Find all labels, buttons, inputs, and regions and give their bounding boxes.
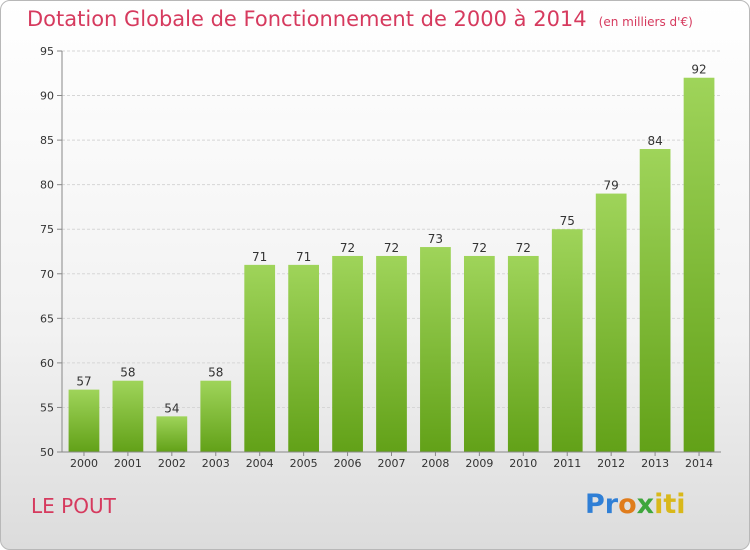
- bar: [244, 264, 276, 452]
- y-tick-label: 85: [40, 134, 54, 147]
- bar-value-label: 58: [208, 366, 223, 380]
- y-tick-label: 70: [40, 268, 54, 281]
- y-tick-label: 60: [40, 357, 54, 370]
- x-tick-label: 2005: [290, 457, 318, 470]
- x-tick-label: 2001: [114, 457, 142, 470]
- bar-value-label: 71: [296, 250, 311, 264]
- bar-value-label: 72: [384, 241, 399, 255]
- y-tick-label: 65: [40, 312, 54, 325]
- commune-name: LE POUT: [31, 494, 116, 518]
- y-tick-label: 75: [40, 223, 54, 236]
- labels: 50 55 60 65 70 75 80 85 90 95 57 2000 58 2001 54 2002 58…: [40, 45, 713, 470]
- axes: [57, 50, 721, 456]
- x-tick-label: 2008: [421, 457, 449, 470]
- bar: [683, 77, 715, 452]
- y-tick-label: 55: [40, 401, 54, 414]
- x-tick-label: 2004: [246, 457, 274, 470]
- bar-value-label: 72: [516, 241, 531, 255]
- x-tick-label: 2003: [202, 457, 230, 470]
- y-tick-label: 95: [40, 45, 54, 58]
- proxiti-logo: Proxiti: [585, 489, 686, 520]
- bar: [156, 416, 188, 452]
- bar-value-label: 75: [560, 214, 575, 228]
- x-tick-label: 2007: [378, 457, 406, 470]
- x-tick-label: 2000: [70, 457, 98, 470]
- bar: [376, 255, 407, 452]
- chart-unit: (en milliers d'€): [598, 15, 693, 29]
- bar: [200, 380, 232, 452]
- bar-value-label: 57: [76, 375, 91, 389]
- bar: [551, 229, 583, 452]
- logo-part-4: iti: [654, 489, 686, 520]
- y-tick-label: 50: [40, 446, 54, 459]
- bar: [112, 380, 144, 452]
- bars: [68, 77, 715, 453]
- bar: [639, 149, 671, 452]
- chart-title: Dotation Globale de Fonctionnement de 20…: [27, 7, 693, 31]
- bar: [463, 255, 495, 452]
- bar: [332, 255, 363, 452]
- y-tick-label: 90: [40, 90, 54, 103]
- chart-title-text: Dotation Globale de Fonctionnement de 20…: [27, 7, 587, 31]
- x-tick-label: 2014: [685, 457, 713, 470]
- bar-value-label: 71: [252, 250, 267, 264]
- bar: [68, 389, 100, 452]
- x-tick-label: 2011: [553, 457, 581, 470]
- logo-part-2: o: [618, 489, 637, 520]
- bar-value-label: 79: [604, 179, 619, 193]
- bar: [288, 264, 320, 452]
- bar-value-label: 72: [340, 241, 355, 255]
- bar: [507, 255, 539, 452]
- bar-value-label: 72: [472, 241, 487, 255]
- bar: [420, 247, 451, 452]
- bar-value-label: 54: [164, 401, 179, 415]
- bar-value-label: 73: [428, 232, 443, 246]
- bar-value-label: 84: [647, 134, 662, 148]
- bar: [595, 193, 627, 453]
- bar-value-label: 58: [120, 366, 135, 380]
- logo-part-3: x: [636, 489, 655, 520]
- y-tick-label: 80: [40, 179, 54, 192]
- logo-part-1: Pr: [585, 489, 619, 520]
- x-tick-label: 2013: [641, 457, 669, 470]
- x-tick-label: 2009: [465, 457, 493, 470]
- x-tick-label: 2006: [334, 457, 362, 470]
- x-tick-label: 2012: [597, 457, 625, 470]
- bar-value-label: 92: [691, 63, 706, 77]
- x-tick-label: 2010: [509, 457, 537, 470]
- x-tick-label: 2002: [158, 457, 186, 470]
